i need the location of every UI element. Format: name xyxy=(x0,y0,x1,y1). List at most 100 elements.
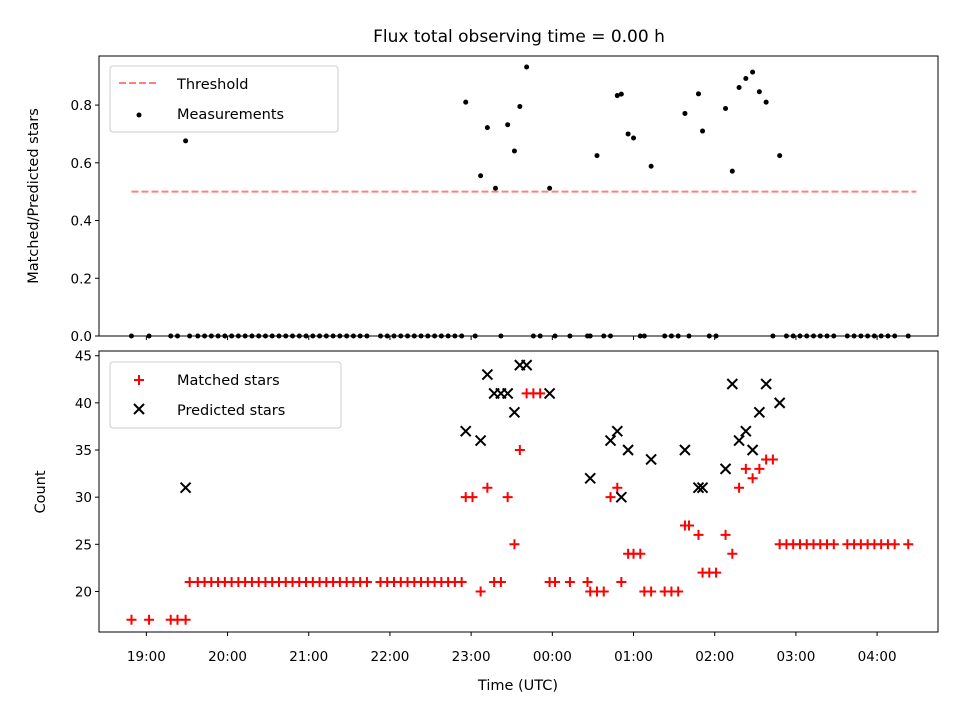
legend-predicted-swatch xyxy=(133,403,145,415)
measurement-point xyxy=(505,122,511,128)
predicted-star-point xyxy=(753,406,766,418)
measurement-point xyxy=(682,110,688,116)
count-y-tick-label: 35 xyxy=(75,443,92,459)
measurement-point xyxy=(736,84,742,90)
matched-star-point xyxy=(754,463,765,474)
count-legend-box xyxy=(109,361,342,429)
ratio-y-tick-label: 0.0 xyxy=(71,329,92,345)
x-axis-label: Time (UTC) xyxy=(477,678,558,694)
matched-star-point xyxy=(514,445,525,456)
measurement-point xyxy=(594,153,600,159)
measurement-point xyxy=(517,104,523,110)
ratio-y-tick-label: 0.6 xyxy=(71,156,92,172)
matched-star-point xyxy=(456,577,467,588)
legend-matched-label: Matched stars xyxy=(177,373,280,389)
matched-star-point xyxy=(767,454,778,465)
predicted-star-point xyxy=(481,368,494,381)
matched-star-point xyxy=(903,539,914,550)
matched-star-point xyxy=(616,577,627,588)
x-tick-label: 20:00 xyxy=(208,649,247,665)
legend-matched-swatch xyxy=(134,375,144,385)
predicted-star-point xyxy=(719,463,732,475)
measurement-point xyxy=(484,125,490,131)
ratio-plot-frame xyxy=(98,55,939,337)
predicted-star-point xyxy=(520,359,533,371)
matched-star-point xyxy=(467,492,478,503)
legend-measurements-label: Measurements xyxy=(177,107,284,123)
count-y-tick-label: 45 xyxy=(75,349,92,365)
count-y-tick-label: 30 xyxy=(75,490,92,506)
measurement-point xyxy=(631,135,637,141)
matched-star-point xyxy=(361,577,372,588)
matched-star-point xyxy=(684,520,695,531)
x-tick-label: 23:00 xyxy=(452,649,491,665)
matched-star-point xyxy=(720,529,731,540)
predicted-star-point xyxy=(474,434,487,447)
measurement-point xyxy=(750,69,756,75)
measurement-point xyxy=(777,153,783,159)
ratio-y-tick-label: 0.8 xyxy=(71,98,92,114)
measurement-point xyxy=(700,128,706,134)
x-tick-label: 00:00 xyxy=(533,649,572,665)
matched-star-point xyxy=(612,482,623,493)
predicted-star-point xyxy=(501,387,514,400)
predicted-star-point xyxy=(622,444,634,456)
measurement-point xyxy=(524,64,530,70)
predicted-star-point xyxy=(746,444,759,456)
matched-star-point xyxy=(889,539,900,550)
measurement-point xyxy=(648,163,654,169)
predicted-star-point xyxy=(543,387,556,400)
x-tick-label: 04:00 xyxy=(858,649,897,665)
ratio-legend-box xyxy=(109,65,339,133)
predicted-star-point xyxy=(760,378,772,390)
matched-star-point xyxy=(564,577,575,588)
count-x-axis: 19:00 20:00 21:00 22:00 23:00 00:00 01:00 02:00… xyxy=(127,632,897,665)
ratio-y-axis: 0.0 0.2 0.4 0.6 0.8 xyxy=(71,98,99,345)
measurement-point xyxy=(729,168,735,174)
matched-star-point xyxy=(495,577,506,588)
predicted-star-point xyxy=(773,397,786,409)
matched-star-point xyxy=(693,529,704,540)
measurement-point xyxy=(463,99,469,105)
matched-star-point xyxy=(144,614,155,625)
matched-star-point xyxy=(635,548,646,559)
matched-star-point xyxy=(740,463,751,474)
measurement-point xyxy=(614,93,620,99)
count-legend: Matched stars Predicted stars xyxy=(109,361,342,429)
ratio-y-axis-label: Matched/Predicted stars xyxy=(26,108,42,284)
ratio-panel: 0.00.20.40.60.8 Matched/Predicted stars … xyxy=(26,55,939,345)
chart-title: Flux total observing time = 0.00 h xyxy=(373,27,665,47)
x-tick-label: 01:00 xyxy=(614,649,653,665)
measurement-point xyxy=(183,138,189,144)
count-y-tick-label: 20 xyxy=(75,584,92,600)
predicted-star-point xyxy=(615,491,628,503)
predicted-star-point xyxy=(733,434,745,447)
predicted-star-point xyxy=(740,425,752,437)
predicted-star-point xyxy=(696,482,709,494)
predicted-star-point xyxy=(692,482,705,494)
matched-star-point xyxy=(502,492,513,503)
legend-measurements-swatch xyxy=(136,112,142,118)
measurement-point xyxy=(478,173,484,179)
matched-star-point xyxy=(605,492,616,503)
matched-star-point xyxy=(711,567,722,578)
x-tick-label: 19:00 xyxy=(127,649,166,665)
predicted-star-point xyxy=(460,425,472,437)
matched-star-point xyxy=(475,586,486,597)
ratio-legend: Threshold Measurements xyxy=(109,65,339,133)
measurement-point xyxy=(625,131,631,137)
ratio-y-tick-label: 0.2 xyxy=(71,271,92,287)
matched-star-point xyxy=(550,577,561,588)
measurement-point xyxy=(743,76,749,82)
matched-star-point xyxy=(598,586,609,597)
ratio-x-ticks xyxy=(145,336,878,340)
matched-star-point xyxy=(828,539,839,550)
matched-star-point xyxy=(646,586,657,597)
predicted-star-point xyxy=(179,482,192,494)
matched-star-point xyxy=(747,473,758,484)
predicted-star-point xyxy=(726,378,739,390)
measurement-point xyxy=(618,91,624,97)
matched-star-point xyxy=(734,482,745,493)
matched-star-point xyxy=(509,539,520,550)
